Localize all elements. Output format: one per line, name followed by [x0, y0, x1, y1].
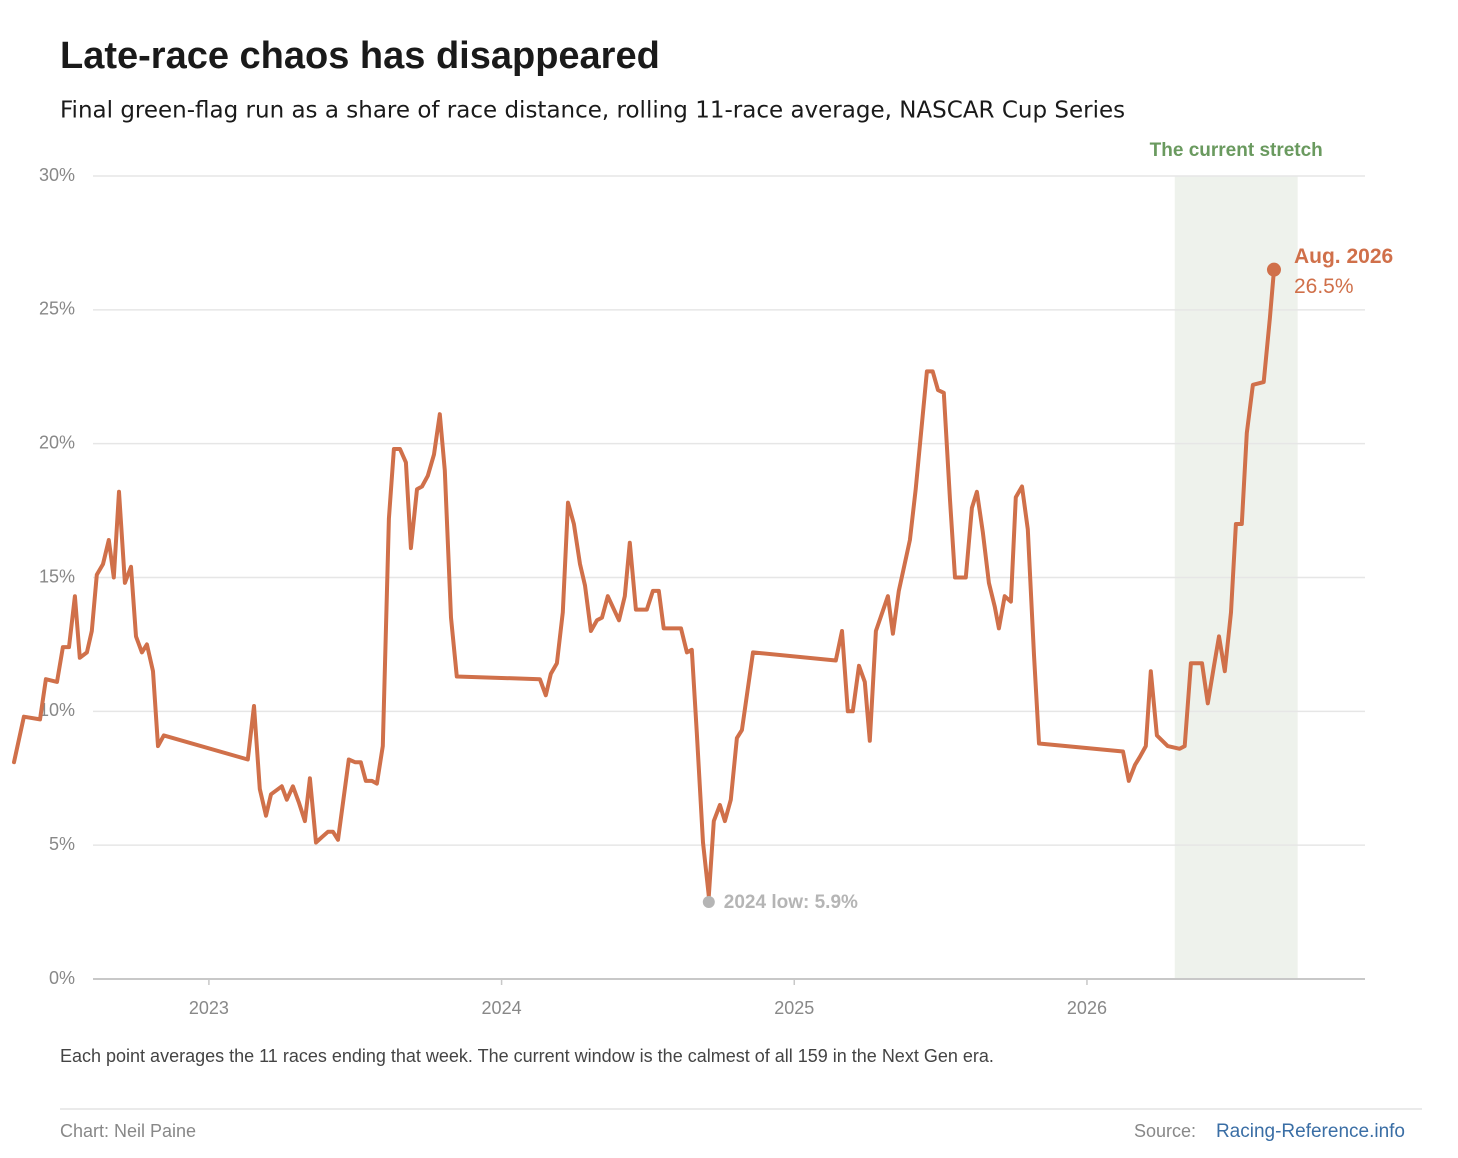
- y-tick-label: 5%: [49, 834, 75, 854]
- x-tick-label: 2026: [1067, 998, 1107, 1018]
- y-tick-label: 0%: [49, 968, 75, 988]
- end-point: [1266, 262, 1281, 277]
- end-annotation-title: Aug. 2026: [1294, 245, 1393, 268]
- low-annotation: 2024 low: 5.9%: [724, 892, 858, 913]
- y-tick-label: 15%: [39, 566, 75, 586]
- end-annotation-value: 26.5%: [1294, 275, 1354, 298]
- source-link[interactable]: Racing-Reference.info: [1216, 1121, 1405, 1142]
- credit: Chart: Neil Paine: [60, 1121, 196, 1141]
- chart-subtitle: Final green-flag run as a share of race …: [60, 98, 1125, 124]
- x-tick-label: 2025: [774, 998, 814, 1018]
- x-tick-label: 2023: [189, 998, 229, 1018]
- low-point: [702, 896, 715, 909]
- y-tick-label: 30%: [39, 165, 75, 185]
- data-line: [12, 267, 1276, 898]
- y-tick-label: 10%: [39, 700, 75, 720]
- x-tick-label: 2024: [482, 998, 522, 1018]
- chart-note: Each point averages the 11 races ending …: [60, 1046, 994, 1066]
- source-label: Source:: [1134, 1121, 1196, 1141]
- highlight-label: The current stretch: [1150, 140, 1323, 161]
- y-tick-label: 25%: [39, 299, 75, 319]
- y-tick-label: 20%: [39, 432, 75, 452]
- chart-title: Late-race chaos has disappeared: [60, 35, 660, 77]
